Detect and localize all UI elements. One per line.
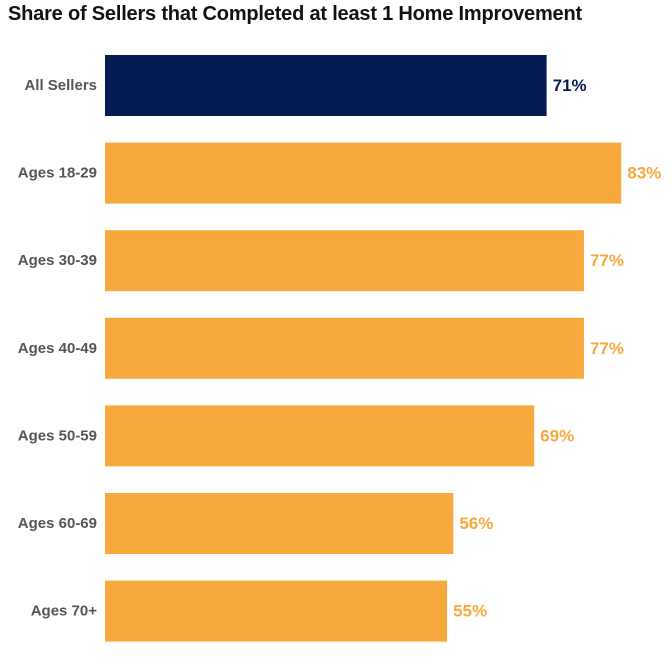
- value-label-all-sellers: 71%: [553, 76, 587, 95]
- category-label-ages-60-69: Ages 60-69: [18, 515, 97, 532]
- category-label-all-sellers: All Sellers: [24, 77, 97, 94]
- category-label-ages-40-49: Ages 40-49: [18, 340, 97, 357]
- bar-ages-30-39: [105, 230, 584, 292]
- value-label-ages-70: 55%: [453, 602, 487, 621]
- value-label-ages-18-29: 83%: [627, 164, 661, 183]
- bar-ages-18-29: [105, 142, 622, 204]
- value-label-ages-50-59: 69%: [540, 426, 574, 445]
- category-label-ages-18-29: Ages 18-29: [18, 165, 97, 182]
- value-label-ages-60-69: 56%: [459, 514, 493, 533]
- bar-all-sellers: [105, 55, 547, 116]
- bar-ages-40-49: [105, 317, 584, 379]
- chart-title: Share of Sellers that Completed at least…: [8, 3, 582, 25]
- bar-ages-60-69: [105, 493, 454, 554]
- value-label-ages-30-39: 77%: [590, 251, 624, 270]
- bar-ages-50-59: [105, 405, 535, 467]
- bar-ages-70: [105, 580, 448, 642]
- category-label-ages-30-39: Ages 30-39: [18, 252, 97, 269]
- category-label-ages-50-59: Ages 50-59: [18, 427, 97, 444]
- value-label-ages-40-49: 77%: [590, 339, 624, 358]
- category-label-ages-70: Ages 70+: [31, 603, 98, 620]
